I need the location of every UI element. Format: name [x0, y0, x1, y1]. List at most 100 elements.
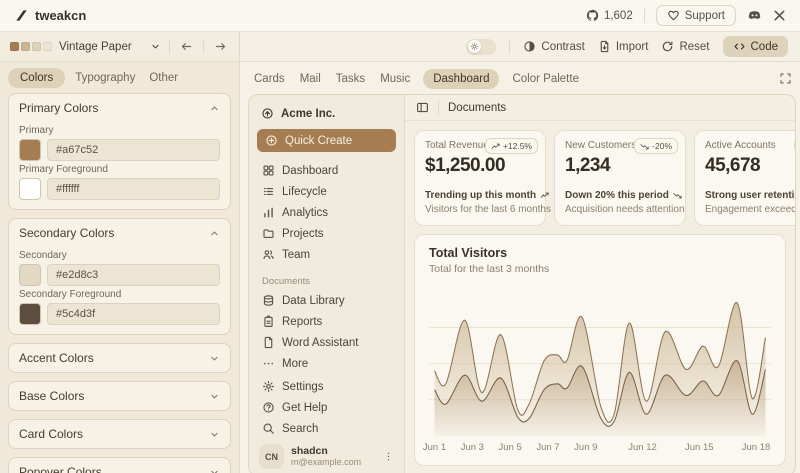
sidebar-item-reports[interactable]: Reports [257, 311, 396, 332]
reset-label: Reset [679, 40, 710, 53]
sidebar-toggle-icon[interactable] [416, 101, 429, 114]
code-button[interactable]: Code [722, 36, 788, 57]
avatar: CN [259, 444, 284, 469]
color-field: #a67c52 [19, 139, 220, 161]
sidebar-item-get-help[interactable]: Get Help [257, 397, 396, 418]
dots-icon [262, 357, 275, 370]
contrast-button[interactable]: Contrast [523, 40, 585, 53]
sidebar-item-label: Reports [282, 315, 323, 328]
user-name: shadcn [291, 445, 328, 458]
tab-color-palette[interactable]: Color Palette [512, 72, 579, 85]
sidebar-item-lifecycle[interactable]: Lifecycle [257, 181, 396, 202]
field-label: Secondary [19, 250, 67, 261]
github-stars[interactable]: 1,602 [586, 9, 633, 22]
divider [169, 39, 170, 54]
sidebar-item-label: Search [282, 422, 319, 435]
section-header[interactable]: Popover Colors [9, 458, 230, 473]
quick-create-label: Quick Create [285, 134, 353, 147]
color-swatch[interactable] [19, 303, 41, 325]
sidebar-item-projects[interactable]: Projects [257, 223, 396, 244]
footnote-text: Trending up this month [425, 190, 537, 201]
fullscreen-button[interactable] [779, 72, 792, 85]
total-visitors-chart-card: Total Visitors Total for the last 3 mont… [414, 234, 786, 466]
color-swatch[interactable] [19, 264, 41, 286]
section-secondary-colors: Secondary Colors Secondary #e2d8c3 Secon… [8, 218, 231, 335]
chart-subtitle: Total for the last 3 months [429, 263, 550, 275]
sidebar-item-analytics[interactable]: Analytics [257, 202, 396, 223]
light-dark-toggle[interactable] [466, 38, 497, 55]
sidebar-item-dashboard[interactable]: Dashboard [257, 160, 396, 181]
stat-label: Active Accounts [705, 140, 776, 151]
quick-create-button[interactable]: Quick Create [257, 129, 396, 152]
sidebar-item-more[interactable]: More [257, 353, 396, 374]
redo-button[interactable] [212, 38, 229, 55]
chevron-up-icon [209, 103, 220, 114]
org-switcher[interactable]: Acme Inc. [257, 103, 396, 126]
chevron-down-icon [209, 391, 220, 402]
stat-label: New Customers [565, 140, 637, 151]
tab-other[interactable]: Other [149, 72, 179, 84]
color-swatch[interactable] [19, 139, 41, 161]
chevron-down-icon [209, 467, 220, 473]
theme-swatches [10, 42, 52, 51]
stat-footnote: Visitors for the last 6 months [425, 204, 551, 215]
area-chart[interactable] [429, 283, 771, 438]
section-header[interactable]: Base Colors [9, 382, 230, 410]
theme-editor-panel: Colors Typography Other Primary Colors P… [0, 62, 240, 473]
reset-button[interactable]: Reset [661, 40, 710, 53]
editor-tabs: Colors Typography Other [8, 68, 231, 93]
user-menu[interactable]: CN shadcn m@example.com [257, 439, 396, 469]
x-tick: Jun 1 [422, 442, 447, 453]
org-name: Acme Inc. [281, 107, 336, 120]
tab-cards[interactable]: Cards [254, 72, 285, 85]
report-icon [262, 315, 275, 328]
body: Colors Typography Other Primary Colors P… [0, 62, 800, 473]
sidebar-item-search[interactable]: Search [257, 418, 396, 439]
section-header[interactable]: Primary Colors [9, 94, 230, 122]
top-bar-actions: 1,602 Support [586, 5, 786, 26]
color-input[interactable]: #a67c52 [47, 139, 220, 161]
sidebar-item-data-library[interactable]: Data Library [257, 290, 396, 311]
tab-mail[interactable]: Mail [299, 72, 321, 85]
theme-selector[interactable]: Vintage Paper [10, 41, 161, 53]
stat-value: $1,250.00 [425, 155, 506, 176]
stat-cards-row: Total Revenue +12.5% $1,250.00 Trending … [414, 130, 795, 226]
section-header[interactable]: Card Colors [9, 420, 230, 448]
code-icon [733, 40, 746, 53]
color-input[interactable]: #e2d8c3 [47, 264, 220, 286]
section-base-colors: Base Colors [8, 381, 231, 411]
support-label: Support [684, 9, 725, 22]
stat-card-total-revenue: Total Revenue +12.5% $1,250.00 Trending … [414, 130, 551, 226]
arrow-right-icon [214, 40, 227, 53]
preview-tabs: Cards Mail Tasks Music Dashboard Color P… [248, 68, 796, 94]
divider [643, 8, 645, 23]
sidebar-item-team[interactable]: Team [257, 244, 396, 265]
x-logo-icon[interactable] [773, 9, 786, 22]
tab-music[interactable]: Music [380, 72, 411, 85]
tab-typography[interactable]: Typography [75, 72, 136, 84]
section-title: Card Colors [19, 427, 84, 441]
color-swatch[interactable] [19, 178, 41, 200]
tab-colors[interactable]: Colors [8, 68, 66, 88]
maximize-icon [779, 72, 792, 85]
color-input[interactable]: #ffffff [47, 178, 220, 200]
x-axis: Jun 1 Jun 3 Jun 5 Jun 7 Jun 9 Jun 12 Jun 15 Jun… [423, 438, 771, 454]
section-header[interactable]: Accent Colors [9, 344, 230, 372]
tab-tasks[interactable]: Tasks [335, 72, 366, 85]
import-button[interactable]: Import [598, 40, 648, 53]
section-header[interactable]: Secondary Colors [9, 219, 230, 247]
database-icon [262, 294, 275, 307]
sidebar-item-word-assistant[interactable]: Word Assistant [257, 332, 396, 353]
sidebar-item-settings[interactable]: Settings [257, 376, 396, 397]
app-main: Documents Total Revenue +12.5% $1,250.00 [405, 95, 795, 473]
tab-dashboard[interactable]: Dashboard [423, 68, 500, 89]
area-chart-svg [429, 302, 771, 436]
support-button[interactable]: Support [655, 5, 736, 26]
undo-button[interactable] [178, 38, 195, 55]
x-tick: Jun 18 [741, 442, 771, 453]
tweakcn-logo-icon [14, 8, 29, 23]
dashboard-content: Total Revenue +12.5% $1,250.00 Trending … [405, 121, 795, 473]
color-input[interactable]: #5c4d3f [47, 303, 220, 325]
brand[interactable]: tweakcn [14, 8, 86, 23]
discord-icon[interactable] [747, 8, 762, 23]
